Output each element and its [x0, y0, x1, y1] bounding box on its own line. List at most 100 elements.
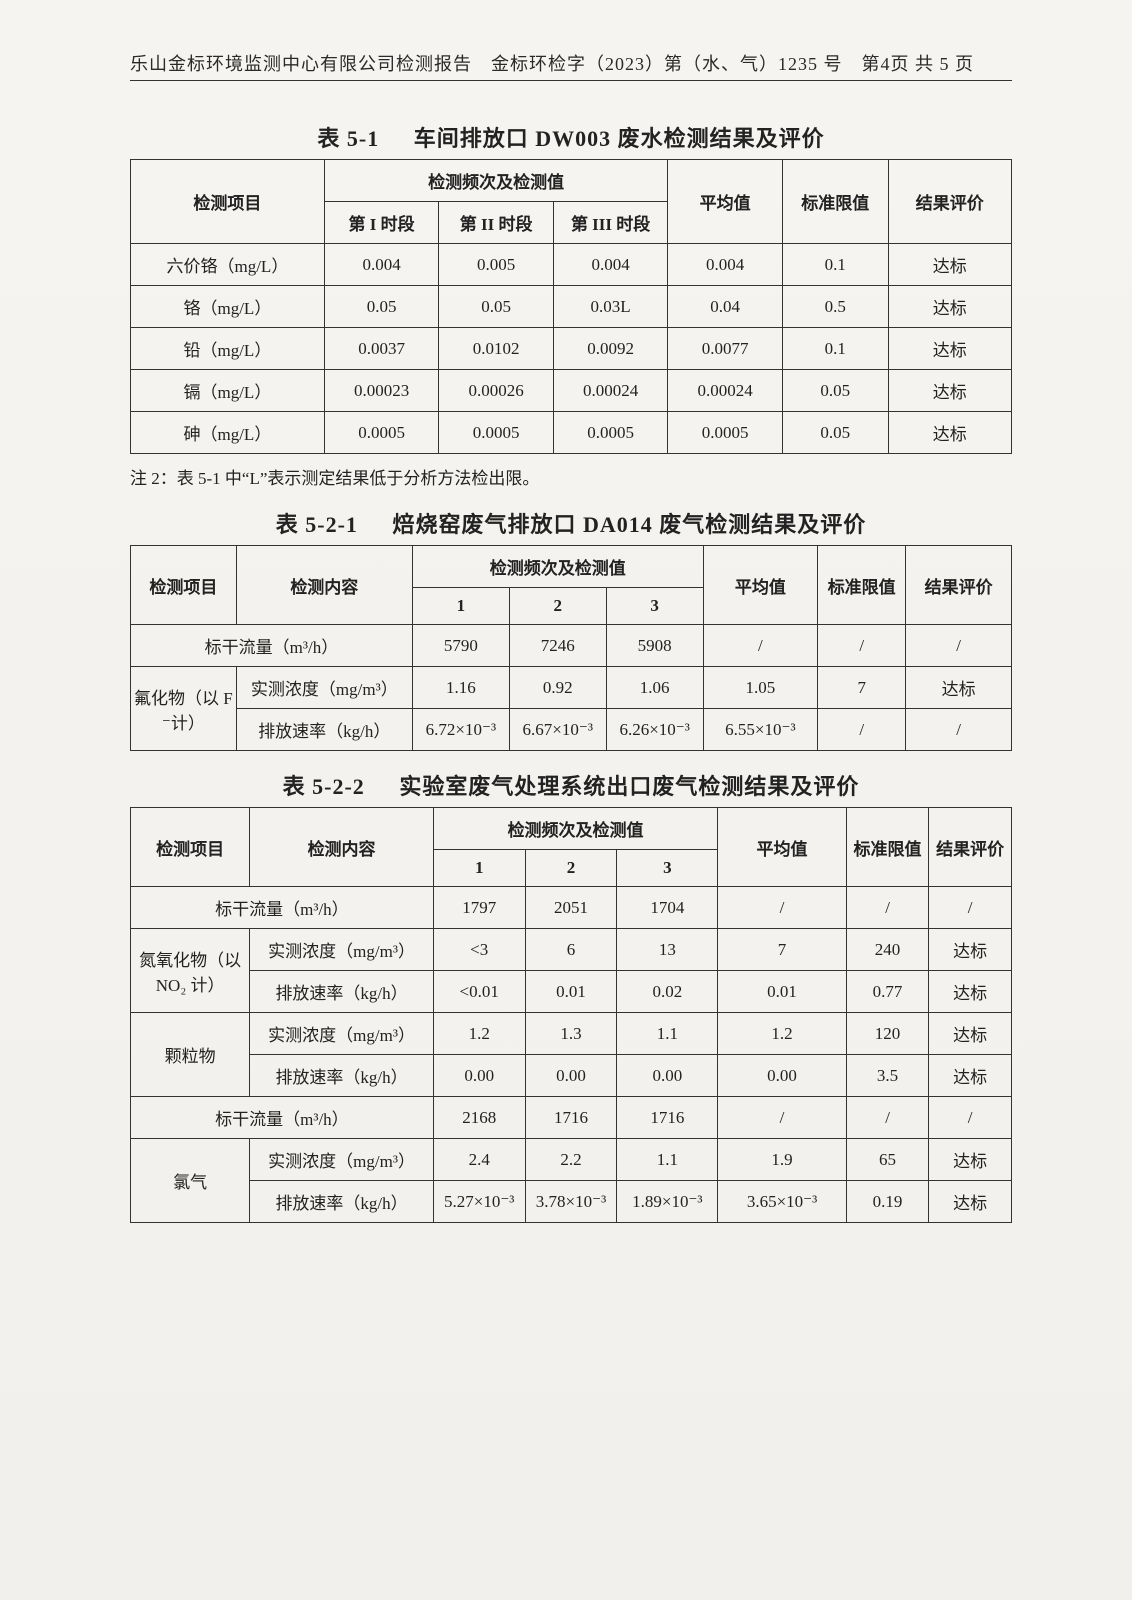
cell: 7	[818, 667, 906, 709]
cell: 0.0102	[439, 328, 554, 370]
th-p2: 第 II 时段	[439, 202, 554, 244]
cell: <0.01	[433, 971, 525, 1013]
rate-label: 排放速率（kg/h）	[236, 709, 412, 751]
cell: 达标	[929, 1139, 1012, 1181]
cell: 5908	[606, 625, 703, 667]
cell: 0.00024	[668, 370, 783, 412]
conc-label: 实测浓度（mg/m³）	[250, 929, 434, 971]
cell: 0.1	[782, 328, 888, 370]
cell: 0.005	[439, 244, 554, 286]
cell: 达标	[929, 1055, 1012, 1097]
cell: 0.00	[718, 1055, 846, 1097]
cell: 0.004	[553, 244, 668, 286]
cell: 0.00	[433, 1055, 525, 1097]
cell: 1.2	[718, 1013, 846, 1055]
table-5-2-2: 检测项目 检测内容 检测频次及检测值 平均值 标准限值 结果评价 1 2 3 标…	[130, 807, 1012, 1223]
note-2: 注 2：表 5-1 中“L”表示测定结果低于分析方法检出限。	[130, 464, 1012, 489]
cell: 1.06	[606, 667, 703, 709]
cell: 240	[846, 929, 929, 971]
item-name: 氮氧化物（以 NO₂ 计）	[131, 929, 250, 1013]
cell: 13	[617, 929, 718, 971]
th-c1: 1	[412, 588, 509, 625]
table-row: 标干流量（m³/h） 5790 7246 5908 / / /	[131, 625, 1012, 667]
cell: 1.1	[617, 1013, 718, 1055]
cell: 0.04	[668, 286, 783, 328]
table-row: 氮氧化物（以 NO₂ 计） 实测浓度（mg/m³） <3 6 13 7 240 …	[131, 929, 1012, 971]
cell: 0.00	[617, 1055, 718, 1097]
cell: 达标	[888, 328, 1011, 370]
cell: 铅（mg/L）	[131, 328, 325, 370]
table-row: 铬（mg/L）0.050.050.03L0.040.5达标	[131, 286, 1012, 328]
cell: /	[718, 887, 846, 929]
th-item: 检测项目	[131, 546, 237, 625]
th-c3: 3	[606, 588, 703, 625]
th-avg: 平均值	[718, 808, 846, 887]
cell: /	[818, 625, 906, 667]
th-content: 检测内容	[250, 808, 434, 887]
cell: 0.03L	[553, 286, 668, 328]
cell: 达标	[929, 1013, 1012, 1055]
th-eval: 结果评价	[888, 160, 1011, 244]
th-content: 检测内容	[236, 546, 412, 625]
cell: 0.05	[439, 286, 554, 328]
table-5-1-title: 车间排放口 DW003 废水检测结果及评价	[414, 126, 825, 151]
table-row: 六价铬（mg/L）0.0040.0050.0040.0040.1达标	[131, 244, 1012, 286]
cell: 120	[846, 1013, 929, 1055]
cell: 2.2	[525, 1139, 617, 1181]
item-name: 颗粒物	[131, 1013, 250, 1097]
table-row: 氯气 实测浓度（mg/m³） 2.4 2.2 1.1 1.9 65 达标	[131, 1139, 1012, 1181]
th-limit: 标准限值	[818, 546, 906, 625]
th-c2: 2	[525, 850, 617, 887]
cell: 铬（mg/L）	[131, 286, 325, 328]
flow-label: 标干流量（m³/h）	[131, 1097, 434, 1139]
th-c1: 1	[433, 850, 525, 887]
cell: 2051	[525, 887, 617, 929]
item-name: 氟化物（以 F⁻计）	[131, 667, 237, 751]
cell: 0.05	[324, 286, 439, 328]
table-5-2-1: 检测项目 检测内容 检测频次及检测值 平均值 标准限值 结果评价 1 2 3 标…	[130, 545, 1012, 751]
cell: /	[846, 887, 929, 929]
cell: 1.16	[412, 667, 509, 709]
cell: 1704	[617, 887, 718, 929]
cell: 0.92	[509, 667, 606, 709]
flow-label: 标干流量（m³/h）	[131, 625, 413, 667]
cell: 0.05	[782, 412, 888, 454]
cell: 1.2	[433, 1013, 525, 1055]
cell: 0.01	[718, 971, 846, 1013]
cell: 0.00023	[324, 370, 439, 412]
conc-label: 实测浓度（mg/m³）	[250, 1013, 434, 1055]
th-freq: 检测频次及检测值	[412, 546, 703, 588]
th-p1: 第 I 时段	[324, 202, 439, 244]
item-name: 氯气	[131, 1139, 250, 1223]
cell: 6.72×10⁻³	[412, 709, 509, 751]
cell: 5.27×10⁻³	[433, 1181, 525, 1223]
cell: 0.1	[782, 244, 888, 286]
th-freq: 检测频次及检测值	[433, 808, 717, 850]
cell: 0.00026	[439, 370, 554, 412]
cell: /	[846, 1097, 929, 1139]
cell: 0.0005	[668, 412, 783, 454]
conc-label: 实测浓度（mg/m³）	[250, 1139, 434, 1181]
table-row: 砷（mg/L）0.00050.00050.00050.00050.05达标	[131, 412, 1012, 454]
table-5-2-2-caption: 表 5-2-2 实验室废气处理系统出口废气检测结果及评价	[130, 769, 1012, 801]
cell: 0.0005	[439, 412, 554, 454]
cell: 7246	[509, 625, 606, 667]
cell: 1.05	[703, 667, 818, 709]
cell: 2.4	[433, 1139, 525, 1181]
table-5-1-caption: 表 5-1 车间排放口 DW003 废水检测结果及评价	[130, 121, 1012, 153]
table-row: 氟化物（以 F⁻计） 实测浓度（mg/m³） 1.16 0.92 1.06 1.…	[131, 667, 1012, 709]
th-avg: 平均值	[668, 160, 783, 244]
cell: /	[718, 1097, 846, 1139]
table-5-2-1-caption: 表 5-2-1 焙烧窑废气排放口 DA014 废气检测结果及评价	[130, 507, 1012, 539]
th-eval: 结果评价	[906, 546, 1012, 625]
cell: 0.05	[782, 370, 888, 412]
cell: 0.02	[617, 971, 718, 1013]
table-5-2-1-title: 焙烧窑废气排放口 DA014 废气检测结果及评价	[392, 512, 866, 537]
cell: 1.89×10⁻³	[617, 1181, 718, 1223]
cell: 3.78×10⁻³	[525, 1181, 617, 1223]
cell: 达标	[888, 370, 1011, 412]
cell: 达标	[929, 929, 1012, 971]
table-row: 铅（mg/L）0.00370.01020.00920.00770.1达标	[131, 328, 1012, 370]
cell: /	[818, 709, 906, 751]
cell: 达标	[906, 667, 1012, 709]
